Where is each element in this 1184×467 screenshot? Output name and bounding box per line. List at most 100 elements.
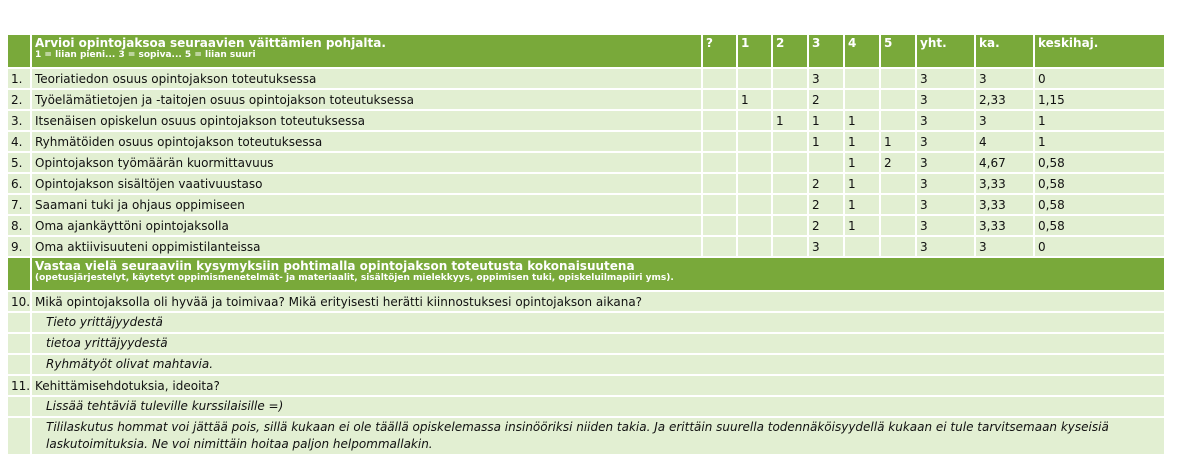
cell [701,235,738,258]
answer: Ryhmätyöt olivat mahtavia. [30,353,1166,376]
cell [879,88,917,111]
title: Arvioi opintojaksoa seuraavien väittämie… [35,36,386,50]
statement-row: 6. Opintojakson sisältöjen vaativuustaso 2… [6,172,1166,195]
statement: Itsenäisen opiskelun osuus opintojakson … [30,109,703,132]
cell: 3 [915,109,976,132]
cell: 3 [807,67,845,90]
cell: 1 [843,172,881,195]
answer-row: Ryhmätyöt olivat mahtavia. [6,353,1166,376]
cell: 3 [807,235,845,258]
answer-row: Lissää tehtäviä tuleville kurssilaisille… [6,395,1166,418]
question: Mikä opintojaksolla oli hyvää ja toimiva… [30,290,1166,313]
evaluation-table: Arvioi opintojaksoa seuraavien väittämie… [6,33,1166,456]
cell [879,193,917,216]
statement-row: 9. Oma aktiivisuuteni oppimistilanteissa 3… [6,235,1166,258]
cell [701,130,738,153]
cell: 3 [915,151,976,174]
statement-row: 7. Saamani tuki ja ohjaus oppimiseen 2 1 3 3,… [6,193,1166,216]
cell: 3 [974,109,1035,132]
cell: 0 [1033,67,1166,90]
cell [701,109,738,132]
header-title: Arvioi opintojaksoa seuraavien väittämie… [30,33,703,69]
answer-spacer [6,416,32,456]
cell [771,88,809,111]
statement-row: 1. Teoriatiedon osuus opintojakson toteut… [6,67,1166,90]
cell [771,214,809,237]
row-number: 2. [6,88,32,111]
cell: 0,58 [1033,151,1166,174]
statement-row: 2. Työelämätietojen ja -taitojen osuus op… [6,88,1166,111]
cell: 2 [879,151,917,174]
cell: 1 [771,109,809,132]
cell: 3,33 [974,172,1035,195]
cell: 1 [843,151,881,174]
answer-row: Tililaskutus hommat voi jättää pois, sil… [6,416,1166,456]
cell: 0,58 [1033,193,1166,216]
answer: Tieto yrittäjyydestä [30,311,1166,334]
answer-spacer [6,311,32,334]
cell [736,214,773,237]
cell: 3 [915,193,976,216]
cell: 3 [915,172,976,195]
answer-row: tietoa yrittäjyydestä [6,332,1166,355]
header-spacer [6,33,32,69]
statement: Ryhmätöiden osuus opintojakson toteutuks… [30,130,703,153]
cell: 1 [843,109,881,132]
column-header: 3 [807,33,845,69]
cell [879,109,917,132]
cell: 1 [843,193,881,216]
cell [771,235,809,258]
statement: Työelämätietojen ja -taitojen osuus opin… [30,88,703,111]
statement: Opintojakson sisältöjen vaativuustaso [30,172,703,195]
cell [736,130,773,153]
row-number: 7. [6,193,32,216]
cell: 1 [843,130,881,153]
cell: 1 [807,109,845,132]
question-row: 11. Kehittämisehdotuksia, ideoita? [6,374,1166,397]
cell: 1 [807,130,845,153]
cell: 1 [1033,109,1166,132]
statement: Opintojakson työmäärän kuormittavuus [30,151,703,174]
row-number: 1. [6,67,32,90]
cell [771,67,809,90]
cell: 1,15 [1033,88,1166,111]
statement: Oma ajankäyttöni opintojaksolla [30,214,703,237]
cell [736,109,773,132]
cell [736,193,773,216]
cell: 2 [807,88,845,111]
cell: 2 [807,172,845,195]
cell [807,151,845,174]
cell: 3 [915,67,976,90]
row-number: 5. [6,151,32,174]
cell [701,193,738,216]
column-header: ? [701,33,738,69]
cell: 0 [1033,235,1166,258]
cell: 1 [1033,130,1166,153]
cell [879,172,917,195]
column-header: yht. [915,33,976,69]
header-title: Vastaa vielä seuraaviin kysymyksiin poht… [30,256,1166,292]
cell: 1 [843,214,881,237]
row-number: 6. [6,172,32,195]
answer-spacer [6,353,32,376]
answer-spacer [6,332,32,355]
cell [879,214,917,237]
row-number: 4. [6,130,32,153]
cell [736,172,773,195]
statement-row: 5. Opintojakson työmäärän kuormittavuus 1 2… [6,151,1166,174]
question: Kehittämisehdotuksia, ideoita? [30,374,1166,397]
statement-row: 3. Itsenäisen opiskelun osuus opintojakso… [6,109,1166,132]
cell: 2 [807,214,845,237]
cell [736,151,773,174]
cell: 4 [974,130,1035,153]
cell: 3 [974,67,1035,90]
header-spacer [6,256,32,292]
cell: 3 [915,130,976,153]
row-number: 8. [6,214,32,237]
title: Vastaa vielä seuraaviin kysymyksiin poht… [35,259,635,273]
cell: 0,58 [1033,172,1166,195]
cell [843,67,881,90]
row-number: 3. [6,109,32,132]
question-number: 11. [6,374,32,397]
